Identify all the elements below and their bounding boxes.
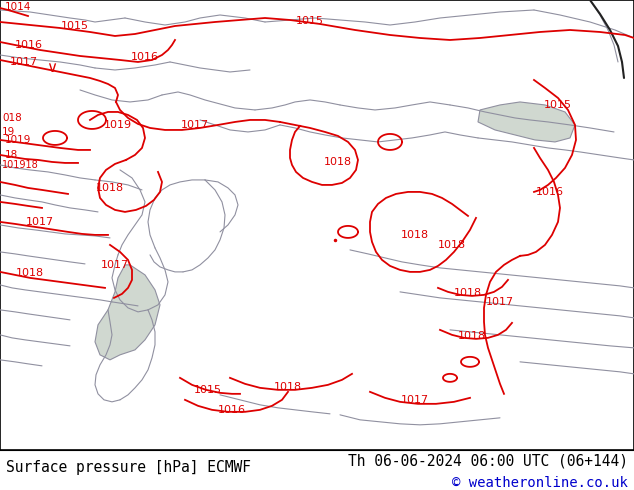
Text: 1018: 1018 — [96, 183, 124, 193]
Text: 1014: 1014 — [5, 2, 31, 12]
Text: 1017: 1017 — [181, 120, 209, 130]
Text: 1017: 1017 — [26, 217, 54, 227]
Text: 1015: 1015 — [544, 100, 572, 110]
Text: 19: 19 — [2, 127, 15, 137]
Text: 101918: 101918 — [2, 160, 39, 170]
Text: 1018: 1018 — [454, 288, 482, 298]
Text: 1017: 1017 — [10, 57, 38, 67]
Text: 1018: 1018 — [401, 230, 429, 240]
Text: 1016: 1016 — [131, 52, 159, 62]
Text: 018: 018 — [2, 113, 22, 123]
Text: 1015: 1015 — [61, 21, 89, 31]
Text: 1015: 1015 — [296, 16, 324, 26]
Text: 1016: 1016 — [15, 40, 43, 50]
Polygon shape — [95, 265, 160, 360]
Text: 1019: 1019 — [5, 135, 31, 145]
Text: Surface pressure [hPa] ECMWF: Surface pressure [hPa] ECMWF — [6, 461, 251, 475]
Text: 1018: 1018 — [458, 331, 486, 341]
Text: 1017: 1017 — [401, 395, 429, 405]
Text: 1019: 1019 — [104, 120, 132, 130]
Text: 1018: 1018 — [16, 268, 44, 278]
Polygon shape — [478, 102, 575, 142]
Text: Th 06-06-2024 06:00 UTC (06+144): Th 06-06-2024 06:00 UTC (06+144) — [347, 454, 628, 468]
Text: 1017: 1017 — [486, 297, 514, 307]
Text: 1015: 1015 — [194, 385, 222, 395]
Text: 1016: 1016 — [536, 187, 564, 197]
Text: 1018: 1018 — [274, 382, 302, 392]
Text: © weatheronline.co.uk: © weatheronline.co.uk — [452, 476, 628, 490]
Text: 1018: 1018 — [438, 240, 466, 250]
Text: 1018: 1018 — [324, 157, 352, 167]
Text: 1017: 1017 — [101, 260, 129, 270]
Text: $\vee$: $\vee$ — [46, 60, 58, 75]
Text: 18: 18 — [5, 150, 18, 160]
Text: 1016: 1016 — [218, 405, 246, 415]
